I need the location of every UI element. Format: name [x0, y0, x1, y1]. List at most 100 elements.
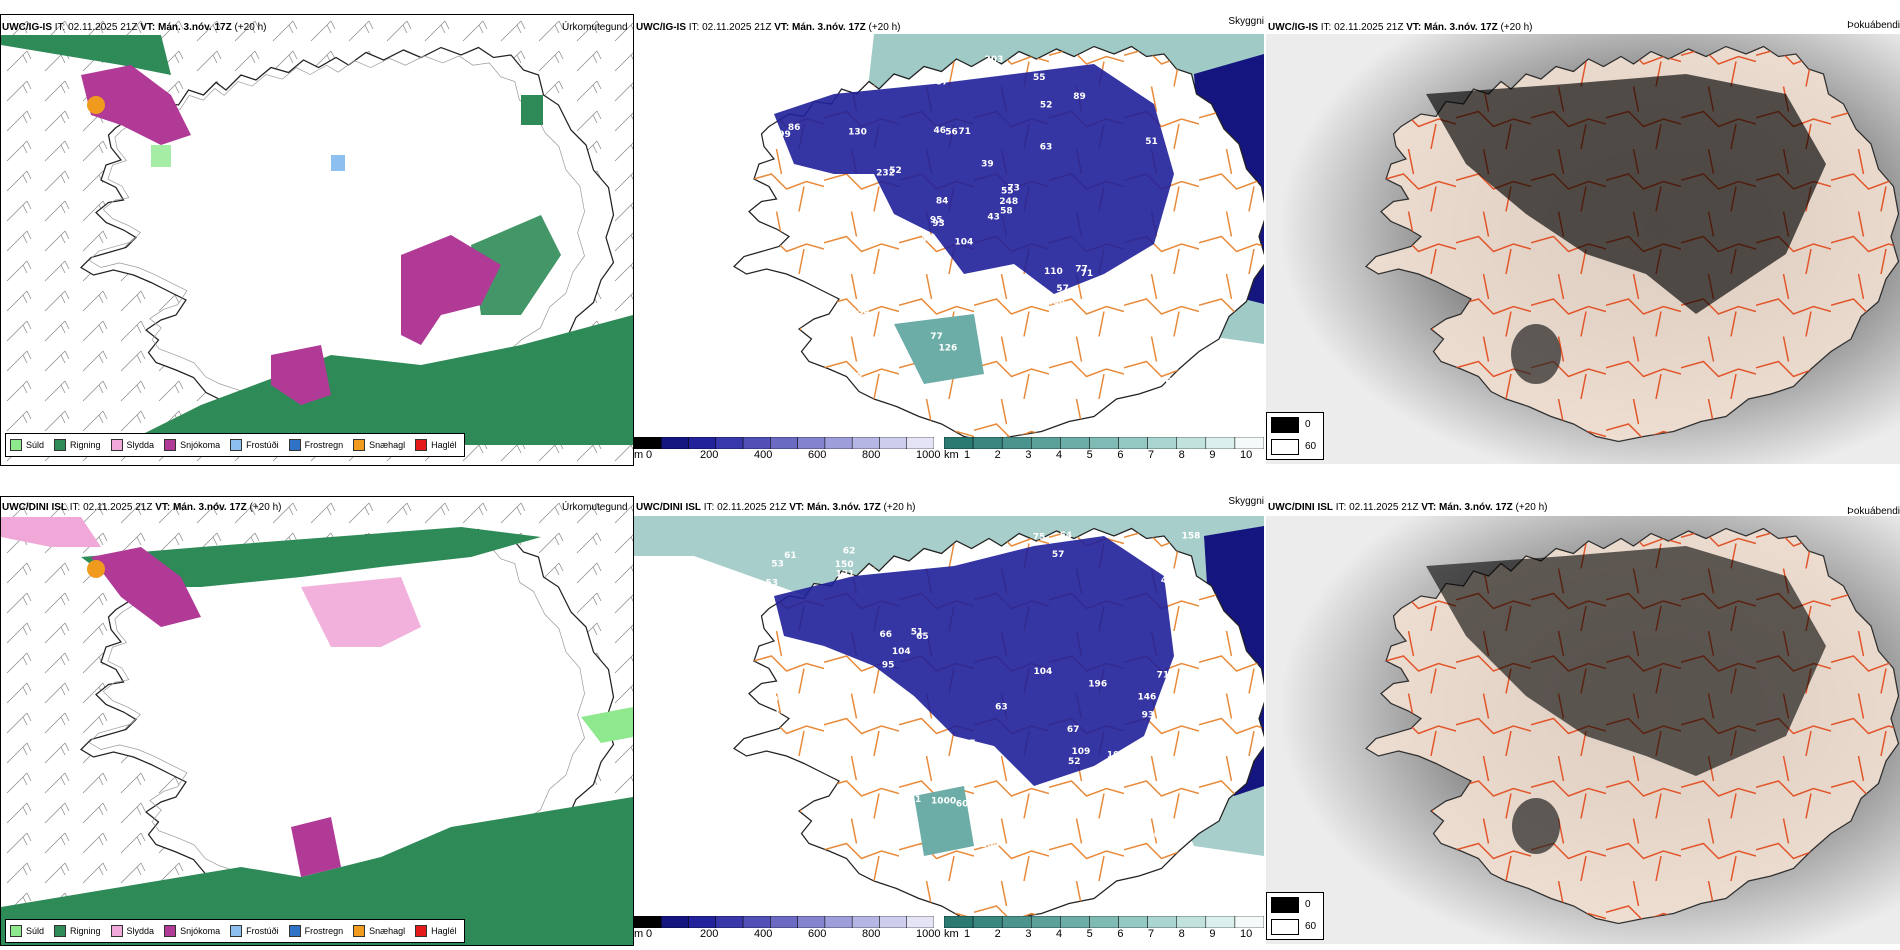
colorbar-tick: 10 [1240, 449, 1253, 461]
valid-time: Mán. 3.nóv. 17Z [1424, 22, 1498, 33]
colorbar-cell [1060, 916, 1090, 928]
vt-label: VT: [789, 502, 805, 513]
colorbar-cell [879, 437, 907, 449]
vt-label: VT: [140, 22, 156, 33]
colorbar-cell [1176, 916, 1207, 928]
colorbar-tick: 4 [1056, 449, 1063, 461]
vt-label: VT: [1406, 22, 1422, 33]
model-name: UWC/DINI ISL [1268, 502, 1333, 513]
legend-swatch [54, 439, 67, 451]
lead-time: (+20 h) [234, 22, 267, 33]
peak-label: 75 [781, 830, 794, 840]
visibility-ticks-row2: 1 2 3 4 5 6 7 8 9 10 [964, 928, 1260, 942]
peak-label: 110 [1044, 267, 1063, 277]
init-time: IT: 02.11.2025 21Z [1335, 502, 1419, 513]
legend-label: Slydda [126, 926, 155, 936]
colorbar-tick: 3 [1025, 928, 1032, 940]
colorbar-cell [688, 437, 717, 449]
peak-label: 84 [870, 706, 883, 716]
legend-swatch [415, 925, 428, 937]
peak-label: 62 [843, 547, 856, 557]
fog-legend-0: 0 [1305, 419, 1311, 430]
peak-label: 73 [1007, 184, 1020, 194]
colorbar-cell [824, 437, 853, 449]
peak-label: 117 [735, 100, 754, 110]
peak-label: 52 [889, 166, 902, 176]
legend-item-6: Snæhagl [353, 925, 405, 937]
legend-label: Snjókoma [180, 926, 221, 936]
visibility-ticks-row1: 1 2 3 4 5 6 7 8 9 10 [964, 449, 1260, 463]
visibility-title-row2: Skyggni [1228, 496, 1264, 507]
colorbar-cell [661, 437, 689, 449]
colorbar-cell [1118, 916, 1148, 928]
peak-label: 121 [836, 569, 855, 579]
peak-label: 146 [1138, 692, 1157, 702]
legend-swatch [415, 439, 428, 451]
colorbar-tick: 2 [994, 449, 1001, 461]
peak-label: 56 [945, 127, 958, 137]
peak-label: 53 [771, 559, 784, 569]
peak-label: 246 [825, 181, 844, 191]
init-time: IT: 02.11.2025 21Z [1320, 22, 1404, 33]
peak-label: 232 [876, 169, 895, 179]
colorbar-tick: 5 [1086, 449, 1093, 461]
legend-item-0: Súld [10, 439, 44, 451]
colorbar-tick: 5 [1086, 928, 1093, 940]
precip-map-row1 [1, 15, 633, 465]
colorbar-tick: 800 [862, 449, 881, 461]
colorbar-tick: 8 [1178, 928, 1185, 940]
lead-time: (+20 h) [1500, 22, 1533, 33]
legend-item-7: Haglél [415, 925, 457, 937]
peak-label: 95 [930, 216, 943, 226]
legend-item-6: Snæhagl [353, 439, 405, 451]
colorbar-tick: 7 [1148, 928, 1155, 940]
peak-label: 77 [930, 332, 943, 342]
colorbar-cell [851, 437, 880, 449]
peak-label: 19 [1107, 750, 1120, 760]
colorbar-tick: 9 [1209, 449, 1216, 461]
peak-label: 248 [999, 197, 1018, 207]
peak-label: 96 [1160, 340, 1173, 350]
peak-label: 44 [921, 234, 934, 244]
init-time: IT: 02.11.2025 21Z [703, 502, 787, 513]
peak-label: 1000 [931, 796, 956, 806]
precip-title-row1: Úrkomutegund [562, 22, 628, 33]
colorbar-tick: 1 [964, 928, 971, 940]
precip-title-row2: Úrkomutegund [562, 502, 628, 513]
valid-time: Mán. 3.nóv. 17Z [1439, 502, 1513, 513]
colorbar-cell [944, 437, 974, 449]
legend-item-1: Rigning [54, 439, 101, 451]
peak-label: 94 [1041, 803, 1054, 813]
peak-label: 95 [882, 661, 895, 671]
peak-label: 118 [774, 707, 793, 717]
legend-swatch [10, 925, 22, 937]
peak-label: 70 [1138, 851, 1151, 861]
colorbar-cell [797, 437, 826, 449]
colorbar-tick: 6 [1117, 928, 1124, 940]
peak-label: 52 [1068, 757, 1081, 767]
lead-time: (+20 h) [249, 502, 282, 513]
fog-legend-60: 60 [1305, 441, 1317, 452]
peak-label: 86 [788, 123, 801, 133]
peak-label: 55 [1033, 73, 1046, 83]
fog-title-row1: Þokuábendi [1847, 20, 1900, 31]
peak-label: 54 [1060, 531, 1073, 541]
height-ticks-row2: 0 200 400 600 800 1000 [646, 928, 940, 942]
legend-swatch [230, 925, 243, 937]
peak-label: 101 [812, 692, 831, 702]
fog-title-row2: Þokuábendi [1847, 506, 1900, 517]
colorbar-cell [715, 437, 744, 449]
peak-label: 57 [1173, 111, 1186, 121]
header-fog-row1: UWC/IG-IS IT: 02.11.2025 21Z VT: Mán. 3.… [1268, 22, 1532, 33]
peak-label: 104 [981, 840, 1000, 850]
peak-label: 58 [1000, 206, 1013, 216]
legend-item-5: Frostregn [288, 439, 343, 451]
colorbar-tick: 200 [700, 928, 719, 940]
colorbar-tick: 4 [1056, 928, 1063, 940]
header-visibility-row1: UWC/IG-IS IT: 02.11.2025 21Z VT: Mán. 3.… [636, 22, 900, 33]
peak-label: 14 [853, 779, 866, 789]
peak-labels-row1: 104 99 93 92 55 56 55 71 52 43 49 64 51 57 44 63 64 46 39 4… [727, 55, 1185, 394]
peak-label: 203 [1155, 735, 1174, 745]
visibility-map-row2: 67 93 75 62 65 119 146 57 66 46 53 80 53 62 61 71 67 63 51… [634, 516, 1264, 925]
peak-label: 150 [835, 560, 854, 570]
